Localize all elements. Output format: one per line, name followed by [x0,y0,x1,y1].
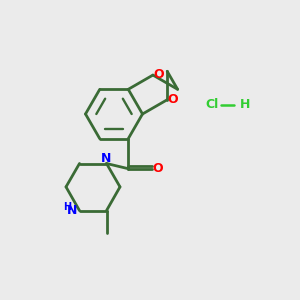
Text: Cl: Cl [206,98,219,112]
Text: H: H [239,98,250,112]
Text: O: O [152,162,163,175]
Text: H: H [63,202,71,212]
Text: N: N [101,152,112,166]
Text: O: O [167,93,178,106]
Text: N: N [67,203,77,217]
Text: O: O [153,68,164,81]
